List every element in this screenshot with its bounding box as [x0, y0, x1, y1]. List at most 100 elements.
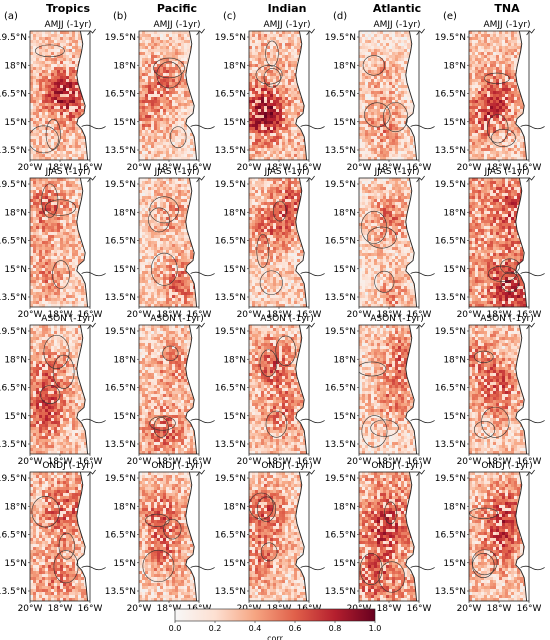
river-line	[81, 418, 106, 424]
land-area	[185, 31, 199, 160]
significance-contour	[483, 72, 510, 84]
lat-tick-label: 16.5°N	[325, 90, 356, 100]
significance-contour	[469, 507, 499, 519]
significance-contour	[255, 65, 283, 85]
lat-tick-label: 13.5°N	[215, 293, 246, 303]
lat-tick-label: 13.5°N	[325, 146, 356, 156]
significance-contour	[259, 270, 283, 296]
season-label: AMJJ (-1yr)	[373, 20, 420, 30]
lon-tick-label: 20°W	[347, 310, 372, 320]
season-label: ASON (-1yr)	[480, 314, 534, 324]
significance-contour	[153, 417, 169, 438]
coastline	[76, 325, 89, 454]
lon-tick-label: 16°W	[407, 310, 432, 320]
lon-tick-label: 18°W	[157, 310, 182, 320]
significance-contour	[52, 260, 70, 289]
significance-contour	[487, 265, 517, 282]
coast-feature	[87, 175, 96, 183]
lat-tick-label: 15°N	[333, 118, 356, 128]
coastline	[405, 472, 418, 601]
lat-tick-label: 18°N	[223, 502, 246, 512]
coast-feature	[87, 469, 96, 477]
lat-tick-label: 16.5°N	[325, 531, 356, 541]
lat-tick-label: 15°N	[223, 118, 246, 128]
lat-tick-label: 19.5°N	[0, 33, 27, 43]
land-area	[185, 325, 199, 454]
lon-tick-label: 18°W	[487, 457, 512, 467]
lon-tick-label: 18°W	[487, 163, 512, 173]
river-line	[410, 124, 435, 130]
coastline	[76, 472, 89, 601]
correlation-field	[30, 472, 90, 601]
lat-tick-label: 15°N	[333, 412, 356, 422]
significance-contour	[481, 406, 510, 438]
lon-tick-label: 18°W	[157, 163, 182, 173]
season-label: AMJJ (-1yr)	[483, 20, 530, 30]
coastline	[515, 472, 528, 601]
lat-tick-label: 18°N	[443, 355, 466, 365]
significance-contour	[156, 61, 182, 89]
coastline	[185, 31, 198, 160]
significance-contour	[491, 128, 516, 147]
lat-tick-label: 15°N	[113, 118, 136, 128]
lon-tick-label: 18°W	[487, 310, 512, 320]
map-panel: AMJJ (-1yr) (d) 19.5°N 18°N 16.5°N 15°N 13.5°N…	[325, 11, 435, 173]
season-label: JJAS (-1yr)	[154, 167, 200, 177]
season-label: ASON (-1yr)	[41, 314, 95, 324]
lat-tick-label: 16.5°N	[435, 90, 466, 100]
correlation-field	[139, 31, 199, 160]
colorbar-tick: 0.8	[329, 624, 342, 633]
lat-tick-label: 15°N	[4, 559, 27, 569]
lon-tick-label: 20°W	[127, 604, 152, 614]
land-area	[295, 31, 309, 160]
lat-tick-label: 19.5°N	[105, 180, 136, 190]
lat-tick-label: 13.5°N	[215, 587, 246, 597]
land-area	[405, 472, 419, 601]
lat-tick-label: 13.5°N	[0, 587, 27, 597]
coastline	[185, 325, 198, 454]
column-title-tropics: Tropics	[46, 2, 90, 15]
lat-tick-label: 16.5°N	[215, 237, 246, 247]
lat-tick-label: 16.5°N	[325, 384, 356, 394]
significance-contour	[256, 233, 270, 268]
significance-contour	[487, 114, 509, 144]
significance-contour	[52, 354, 75, 389]
lat-tick-label: 15°N	[443, 559, 466, 569]
lat-tick-label: 18°N	[443, 502, 466, 512]
lat-tick-label: 13.5°N	[435, 440, 466, 450]
lon-tick-label: 20°W	[127, 163, 152, 173]
lat-tick-label: 19.5°N	[215, 474, 246, 484]
map-panel: ASON (-1yr) 19.5°N 18°N 16.5°N 15°N 13.5°N 20°…	[0, 314, 106, 467]
significance-contour	[366, 226, 397, 249]
lat-tick-label: 13.5°N	[0, 293, 27, 303]
lon-tick-label: 16°W	[517, 457, 542, 467]
coast-feature	[526, 322, 535, 330]
significance-contour	[265, 40, 279, 67]
season-label: JJAS (-1yr)	[45, 167, 91, 177]
significance-contour	[360, 210, 388, 244]
coast-feature	[416, 322, 425, 330]
map-panel: ONDJ (-1yr)19.5°N18°N16.5°N15°N13.5°N20°…	[435, 461, 545, 614]
lon-tick-label: 20°W	[127, 457, 152, 467]
lat-tick-label: 19.5°N	[105, 327, 136, 337]
colorbar: 0.0 0.2 0.4 0.6 0.8 1.0 corr	[169, 608, 381, 640]
lat-tick-label: 15°N	[4, 118, 27, 128]
lat-tick-label: 15°N	[113, 559, 136, 569]
lon-tick-label: 20°W	[457, 604, 482, 614]
panel-letter: (c)	[223, 11, 236, 22]
correlation-field	[359, 472, 419, 601]
land-area	[76, 178, 90, 307]
lon-tick-label: 20°W	[18, 457, 43, 467]
lat-tick-label: 16.5°N	[215, 90, 246, 100]
lon-tick-label: 18°W	[157, 457, 182, 467]
significance-contour	[30, 125, 59, 154]
colorbar-label: corr	[267, 634, 283, 640]
lat-tick-label: 18°N	[4, 502, 27, 512]
lat-tick-label: 19.5°N	[325, 33, 356, 43]
map-panel: ONDJ (-1yr)19.5°N18°N16.5°N15°N13.5°N20°…	[215, 461, 325, 614]
lat-tick-label: 18°N	[333, 61, 356, 71]
correlation-field	[139, 178, 199, 307]
lon-tick-label: 16°W	[78, 457, 103, 467]
lon-tick-label: 18°W	[487, 604, 512, 614]
panel-grid: AMJJ (-1yr) (a) 19.5°N 18°N 16.5°N 15°N 13.5°N…	[0, 11, 545, 614]
